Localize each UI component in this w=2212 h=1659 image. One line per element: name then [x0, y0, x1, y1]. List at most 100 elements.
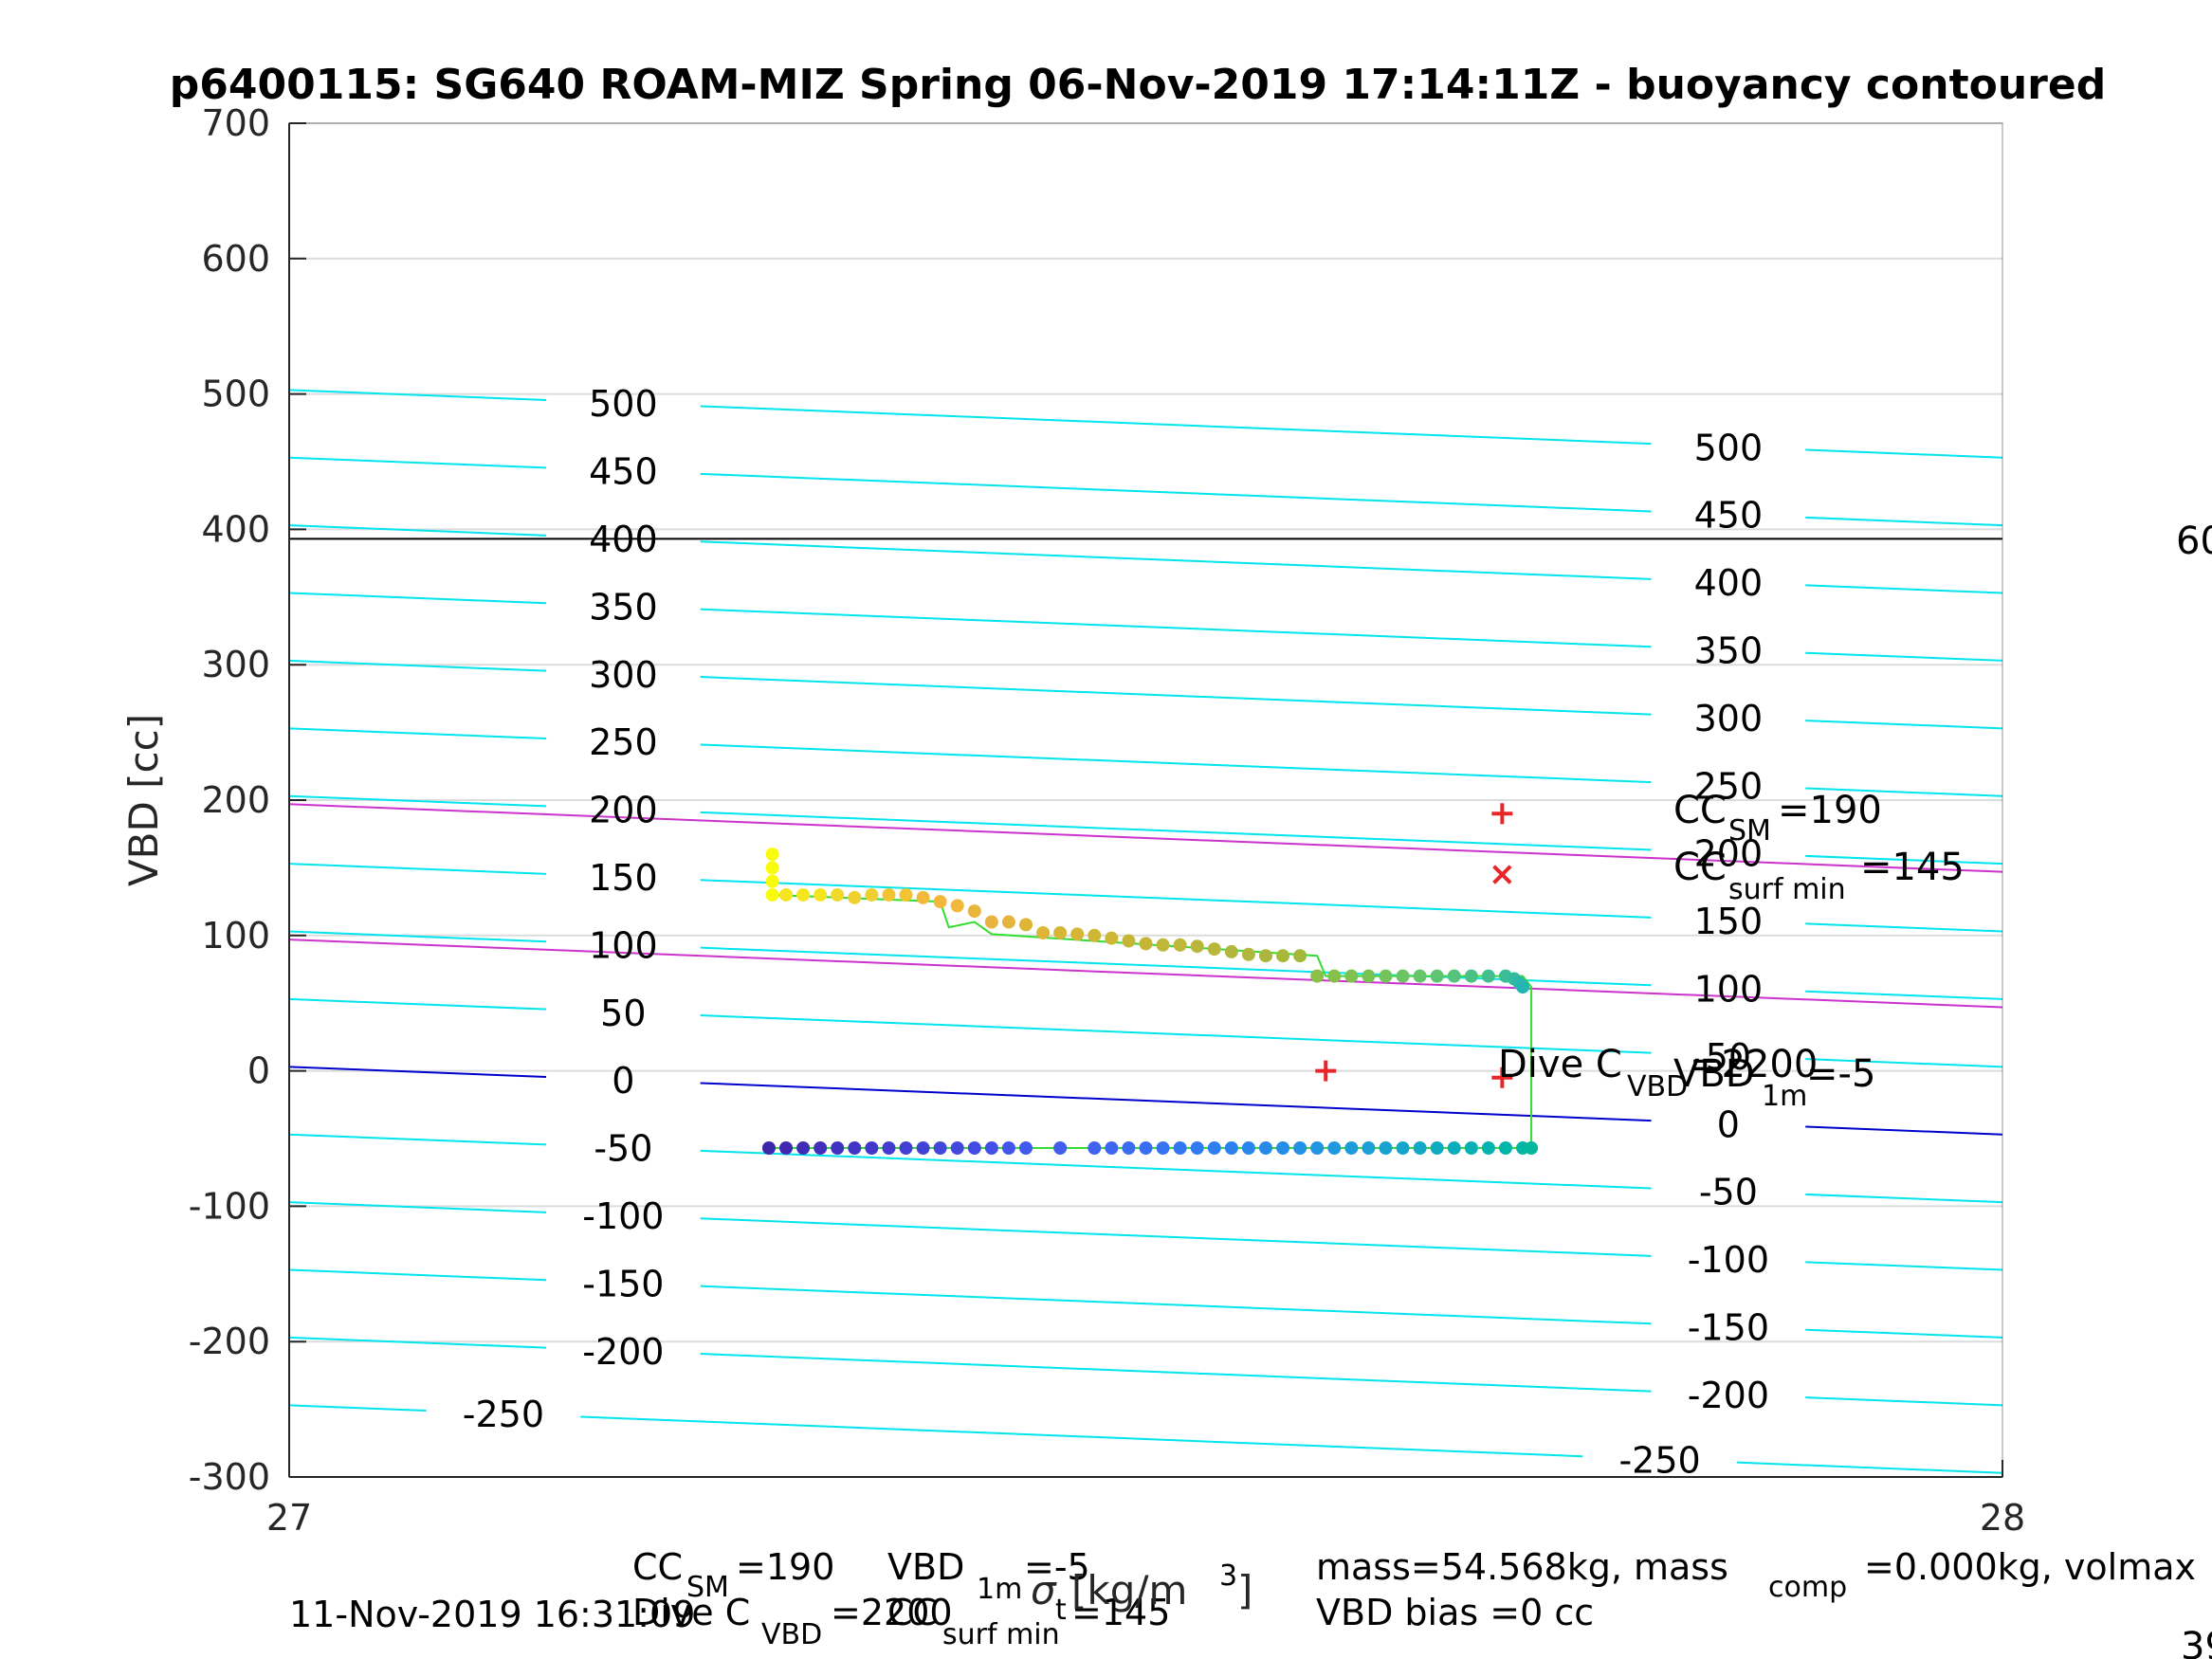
ascent-point [1516, 980, 1530, 994]
contour-label-left: 0 [612, 1060, 634, 1102]
svg-text:1m: 1m [977, 1573, 1022, 1606]
descent-point [1447, 1140, 1461, 1155]
descent-point [882, 1140, 896, 1155]
buoyancy-contour-line [288, 1201, 547, 1213]
buoyancy-contour-line [1805, 1193, 2003, 1204]
contour-label-right: 200 [1694, 833, 1764, 875]
ascent-point [1105, 931, 1119, 945]
descent-point [933, 1140, 947, 1155]
buoyancy-contour-line [700, 811, 1652, 851]
descent-point [1525, 1140, 1539, 1155]
buoyancy-contour-line [288, 863, 547, 875]
contour-label-right: 400 [1694, 562, 1764, 604]
svg-text:VBD: VBD [1673, 1052, 1755, 1096]
buoyancy-contour-line [288, 592, 547, 605]
plus-marker [1491, 803, 1513, 825]
x-ticks: 27 28 [266, 1460, 2025, 1539]
descent-point [1327, 1140, 1342, 1155]
plus-marker [1491, 1066, 1513, 1088]
ascent-point [796, 887, 811, 902]
descent-point [1001, 1140, 1015, 1155]
ascent-point [1396, 969, 1410, 983]
svg-text:SM: SM [1728, 814, 1771, 848]
descent-point [1173, 1140, 1187, 1155]
svg-text:CC: CC [632, 1546, 683, 1588]
buoyancy-contour-line [288, 794, 547, 808]
svg-text:[kg/m: [kg/m [1071, 1567, 1187, 1613]
svg-text:=190: =190 [736, 1546, 834, 1588]
contour-label-left: 150 [589, 857, 658, 899]
buoyancy-contour-line [1805, 448, 2003, 459]
buoyancy-contour-line [288, 659, 547, 672]
buoyancy-contour-line [1805, 584, 2003, 594]
buoyancy-contour-line [288, 389, 547, 402]
buoyancy-contour-line [700, 1149, 1652, 1190]
trace-line [768, 893, 1533, 1149]
data-points [761, 848, 1539, 1155]
buoyancy-contour-line [288, 1404, 427, 1413]
buoyancy-contour-line [288, 456, 547, 469]
buoyancy-contour-line [288, 1268, 547, 1282]
ascent-point [1481, 969, 1495, 983]
svg-text:surf min: surf min [1728, 873, 1846, 906]
descent-point [779, 1140, 794, 1155]
svg-text:3: 3 [1219, 1559, 1237, 1593]
contour-label-left: 100 [589, 924, 658, 966]
contour-label-right: -150 [1688, 1306, 1769, 1348]
descent-point [950, 1140, 964, 1155]
descent-point [1396, 1140, 1410, 1155]
descent-point [1122, 1140, 1136, 1155]
y-tick-label: 600 [201, 238, 270, 280]
contour-label-left: 450 [589, 451, 658, 493]
svg-text:VBD: VBD [761, 1618, 822, 1651]
svg-text:VBD: VBD [887, 1546, 964, 1588]
y-ticks: -300 -200 -100 0 100 200 300 400 500 600 700 [189, 102, 306, 1498]
buoyancy-contour-line [288, 1066, 547, 1079]
y-tick-label: 500 [201, 374, 270, 415]
plus-marker [1315, 1060, 1337, 1082]
buoyancy-contour-line [1805, 1396, 2003, 1407]
descent-point [1276, 1140, 1290, 1155]
descent-point [1156, 1140, 1170, 1155]
svg-text:Dive C: Dive C [1498, 1043, 1622, 1086]
ascent-point [1173, 938, 1187, 952]
y-tick-label: -300 [189, 1456, 270, 1498]
ascent-point [1258, 949, 1272, 963]
contour-label-right: 300 [1694, 698, 1764, 739]
ascent-point [779, 887, 794, 902]
descent-point [848, 1140, 862, 1155]
x-tick-label: 27 [266, 1497, 312, 1539]
descent-point [1481, 1140, 1495, 1155]
descent-point [831, 1140, 845, 1155]
ascent-point [1139, 937, 1153, 951]
cross-marker [1492, 865, 1512, 884]
buoyancy-contour-line [288, 930, 547, 943]
ascent-point [1413, 969, 1427, 983]
descent-point [1190, 1140, 1204, 1155]
ascent-point [1088, 928, 1102, 942]
annotation-dive-c-vbd: Dive C VBD =2200 [1498, 1043, 1818, 1103]
buoyancy-contour-line [288, 997, 547, 1011]
buoyancy-contour-line [700, 1014, 1652, 1054]
ascent-point [1464, 969, 1478, 983]
contour-label-left: -200 [582, 1331, 664, 1373]
svg-text:=145: =145 [1071, 1592, 1170, 1633]
contour-label-left: -250 [463, 1394, 544, 1435]
buoyancy-contour-line [1805, 787, 2003, 797]
grid-lines [289, 122, 2002, 1478]
footer-dive-c-vbd: Dive C VBD =2200 [632, 1592, 953, 1651]
descent-point [1241, 1140, 1255, 1155]
y-tick-label: 100 [201, 915, 270, 957]
annotation-vbd-1m: VBD 1m =-5 [1673, 1052, 1875, 1113]
descent-point [899, 1140, 913, 1155]
contour-label-left: -150 [582, 1263, 664, 1304]
ascent-point [765, 861, 779, 875]
contour-label-right: -100 [1688, 1239, 1769, 1281]
contour-label-right: 250 [1694, 765, 1764, 807]
y-tick-label: -100 [189, 1185, 270, 1227]
right-edge-label-top: 60 [2176, 520, 2212, 563]
contour-label-right: 450 [1694, 495, 1764, 537]
buoyancy-contour-line [1805, 1058, 2003, 1068]
svg-text:=2200: =2200 [831, 1592, 953, 1633]
